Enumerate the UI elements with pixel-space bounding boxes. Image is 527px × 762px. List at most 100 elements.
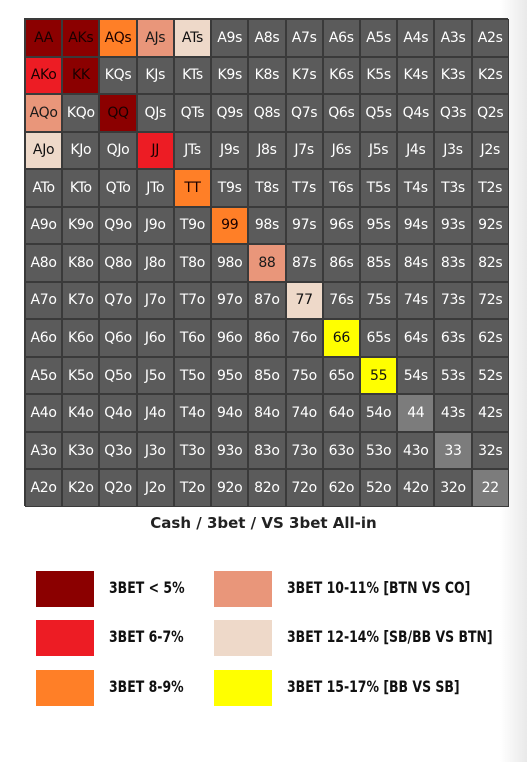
hand-cell-k8s: K8s [248, 56, 286, 95]
hand-cell-86s: 86s [322, 244, 360, 282]
hand-cell-43s: 43s [434, 394, 472, 432]
hand-cell-aqs: AQs [99, 19, 137, 57]
hand-cell-a3o: A3o [25, 431, 63, 470]
hand-cell-t3s: T3s [434, 169, 472, 207]
hand-cell-54o: 54o [359, 394, 398, 432]
hand-cell-a2o: A2o [25, 469, 63, 507]
hand-cell-42s: 42s [471, 394, 509, 432]
hand-cell-93s: 93s [434, 206, 472, 245]
hand-cell-96s: 96s [322, 206, 360, 245]
legend-swatch [36, 620, 94, 656]
hand-cell-98s: 98s [248, 206, 286, 245]
hand-cell-72o: 72o [285, 469, 323, 507]
hand-cell-76o: 76o [285, 319, 323, 357]
hand-cell-k6o: K6o [62, 319, 100, 357]
hand-cell-j3s: J3s [434, 131, 472, 170]
hand-cell-kqs: KQs [99, 56, 137, 95]
hand-cell-q3s: Q3s [434, 94, 472, 132]
hand-cell-83s: 83s [434, 244, 472, 282]
hand-cell-q9s: Q9s [211, 94, 249, 132]
hand-cell-53s: 53s [434, 356, 472, 395]
hand-cell-k7s: K7s [285, 56, 323, 95]
hand-cell-a7s: A7s [285, 19, 323, 57]
hand-cell-qq: QQ [99, 94, 137, 132]
hand-cell-95s: 95s [359, 206, 398, 245]
hand-cell-96o: 96o [211, 319, 249, 357]
hand-cell-kjo: KJo [62, 131, 100, 170]
hand-cell-87s: 87s [285, 244, 323, 282]
hand-cell-74o: 74o [285, 394, 323, 432]
hand-cell-a5s: A5s [359, 19, 398, 57]
hand-cell-43o: 43o [397, 431, 435, 470]
hand-cell-jto: JTo [136, 169, 174, 207]
hand-cell-65s: 65s [359, 319, 398, 357]
hand-cell-k2s: K2s [471, 56, 509, 95]
legend-swatch [36, 670, 94, 706]
hand-cell-95o: 95o [211, 356, 249, 395]
hand-cell-66: 66 [322, 319, 360, 357]
hand-cell-k5s: K5s [359, 56, 398, 95]
hand-cell-84s: 84s [397, 244, 435, 282]
hand-cell-93o: 93o [211, 431, 249, 470]
hand-cell-t4s: T4s [397, 169, 435, 207]
hand-cell-t8s: T8s [248, 169, 286, 207]
hand-cell-ako: AKo [25, 56, 63, 95]
hand-cell-k3s: K3s [434, 56, 472, 95]
hand-cell-k5o: K5o [62, 356, 100, 395]
hand-cell-72s: 72s [471, 281, 509, 320]
hand-cell-k6s: K6s [322, 56, 360, 95]
hand-cell-q8o: Q8o [99, 244, 137, 282]
hand-cell-a4s: A4s [397, 19, 435, 57]
chart-title: Cash / 3bet / VS 3bet All-in [150, 514, 377, 532]
hand-cell-jts: JTs [173, 131, 212, 170]
hand-cell-kqo: KQo [62, 94, 100, 132]
hand-cell-54s: 54s [397, 356, 435, 395]
hand-cell-qts: QTs [173, 94, 212, 132]
hand-cell-k8o: K8o [62, 244, 100, 282]
hand-cell-87o: 87o [248, 281, 286, 320]
hand-cell-83o: 83o [248, 431, 286, 470]
hand-cell-92s: 92s [471, 206, 509, 245]
hand-cell-97o: 97o [211, 281, 249, 320]
hand-cell-qto: QTo [99, 169, 137, 207]
hand-cell-j7o: J7o [136, 281, 174, 320]
hand-cell-q4o: Q4o [99, 394, 137, 432]
hand-cell-t2o: T2o [173, 469, 212, 507]
legend-swatch [36, 571, 94, 607]
hand-cell-44: 44 [397, 394, 435, 432]
legend-label: 3BET 12-14% [SB/BB VS BTN] [287, 627, 493, 646]
hand-cell-k9o: K9o [62, 206, 100, 245]
hand-cell-q5s: Q5s [359, 94, 398, 132]
hand-cell-j9s: J9s [211, 131, 249, 170]
hand-cell-q7o: Q7o [99, 281, 137, 320]
hand-cell-63s: 63s [434, 319, 472, 357]
legend-label: 3BET 15-17% [BB VS SB] [287, 677, 460, 696]
hand-cell-j2s: J2s [471, 131, 509, 170]
hand-cell-22: 22 [471, 469, 509, 507]
hand-cell-kk: KK [62, 56, 100, 95]
hand-cell-t6s: T6s [322, 169, 360, 207]
hand-cell-82o: 82o [248, 469, 286, 507]
hand-cell-t3o: T3o [173, 431, 212, 470]
hand-cell-qjs: QJs [136, 94, 174, 132]
hand-cell-84o: 84o [248, 394, 286, 432]
hand-cell-32s: 32s [471, 431, 509, 470]
hand-cell-a4o: A4o [25, 394, 63, 432]
hand-cell-64s: 64s [397, 319, 435, 357]
hand-cell-a8s: A8s [248, 19, 286, 57]
hand-cell-q4s: Q4s [397, 94, 435, 132]
hand-cell-t5o: T5o [173, 356, 212, 395]
hand-cell-82s: 82s [471, 244, 509, 282]
hand-cell-88: 88 [248, 244, 286, 282]
hand-cell-65o: 65o [322, 356, 360, 395]
hand-cell-t2s: T2s [471, 169, 509, 207]
hand-cell-j7s: J7s [285, 131, 323, 170]
hand-cell-85o: 85o [248, 356, 286, 395]
hand-cell-92o: 92o [211, 469, 249, 507]
hand-cell-a3s: A3s [434, 19, 472, 57]
hand-cell-a5o: A5o [25, 356, 63, 395]
legend-label: 3BET 10-11% [BTN VS CO] [287, 578, 471, 597]
hand-cell-62s: 62s [471, 319, 509, 357]
hand-cell-a6o: A6o [25, 319, 63, 357]
hand-cell-a9o: A9o [25, 206, 63, 245]
